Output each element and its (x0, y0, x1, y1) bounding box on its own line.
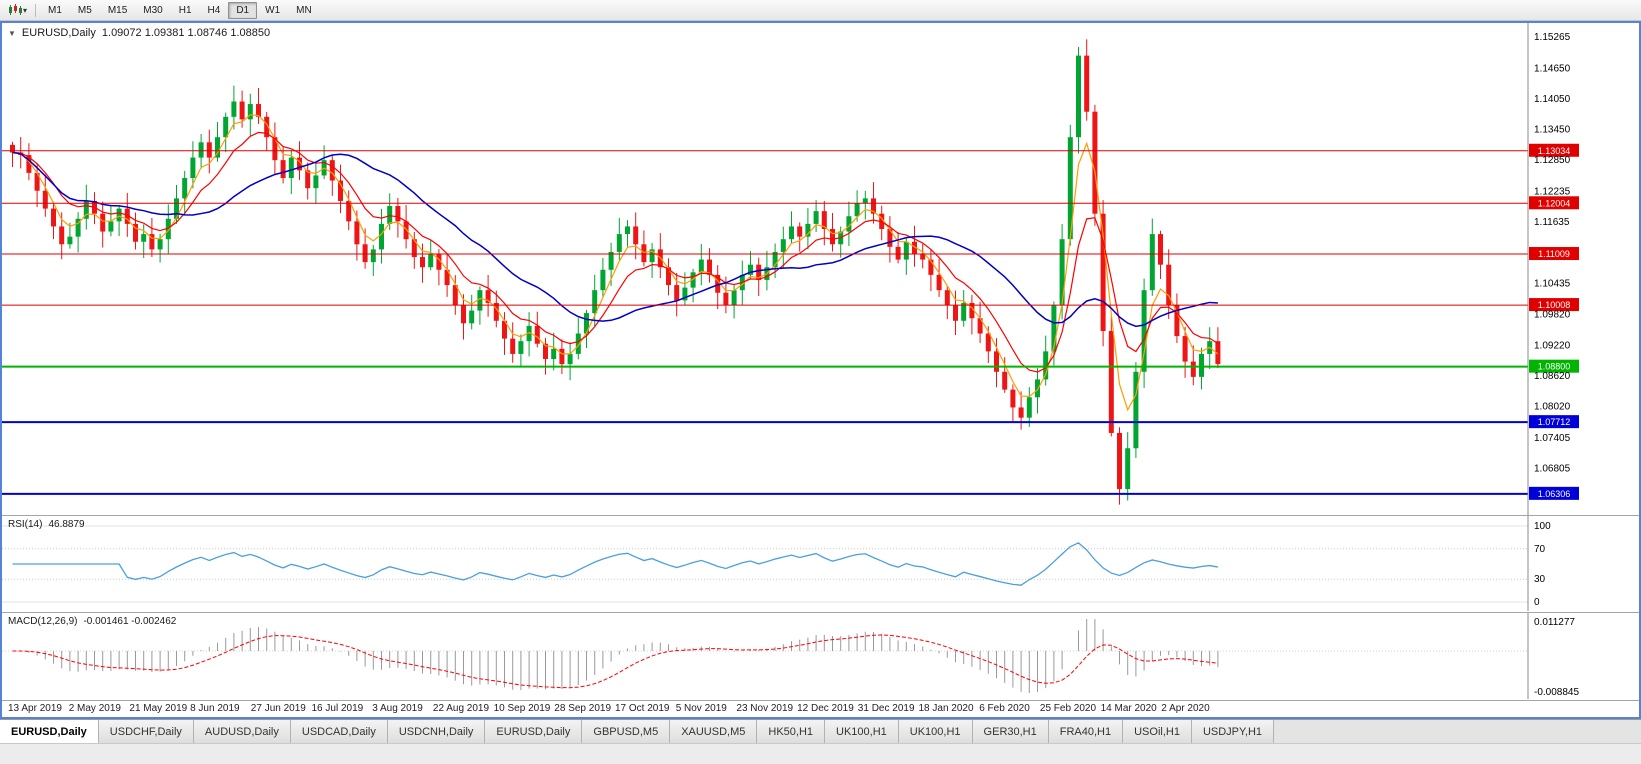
date-label: 13 Apr 2019 (8, 703, 62, 714)
status-bar (0, 743, 1641, 764)
svg-text:1.09220: 1.09220 (1534, 340, 1571, 351)
date-label: 16 Jul 2019 (311, 703, 364, 714)
chart-tab-13[interactable]: USOil,H1 (1123, 720, 1192, 743)
svg-text:1.12235: 1.12235 (1534, 187, 1571, 198)
date-label: 31 Dec 2019 (857, 703, 915, 714)
chart-tab-7[interactable]: XAUUSD,M5 (670, 720, 758, 743)
svg-text:0.011277: 0.011277 (1534, 617, 1575, 628)
rsi-indicator-panel[interactable]: RSI(14) 46.8879 100 70 30 0 (2, 516, 1639, 613)
macd-values: -0.001461 -0.002462 (83, 616, 177, 627)
chart-tabbar: EURUSD,Daily USDCHF,Daily AUDUSD,Daily USDC… (0, 719, 1641, 743)
svg-text:1.14050: 1.14050 (1534, 94, 1571, 105)
svg-text:1.06805: 1.06805 (1534, 463, 1571, 474)
chart-tab-8[interactable]: HK50,H1 (757, 720, 826, 743)
tf-button-m1[interactable]: M1 (48, 4, 62, 16)
tf-button-m15[interactable]: M15 (107, 4, 128, 16)
date-label: 3 Aug 2019 (372, 703, 423, 714)
rsi-value: 46.8879 (48, 519, 85, 530)
chart-tab-0[interactable]: EURUSD,Daily (0, 720, 99, 743)
svg-text:1.13450: 1.13450 (1534, 125, 1571, 136)
timeframe-toolbar: ▾ M1 M5 M15 M30 H1 H4 D1 W1 MN (0, 0, 1641, 21)
svg-text:1.07712: 1.07712 (1538, 417, 1571, 427)
tf-button-m5[interactable]: M5 (77, 4, 92, 16)
svg-text:1.12850: 1.12850 (1534, 155, 1571, 166)
svg-text:1.08620: 1.08620 (1534, 371, 1571, 382)
date-label: 18 Jan 2020 (918, 703, 974, 714)
svg-text:100: 100 (1534, 521, 1551, 532)
macd-name: MACD(12,26,9) (8, 616, 78, 627)
svg-text:1.13034: 1.13034 (1538, 146, 1571, 156)
svg-text:1.08800: 1.08800 (1538, 362, 1571, 372)
date-label: 5 Nov 2019 (675, 703, 727, 714)
chart-tab-2[interactable]: AUDUSD,Daily (193, 720, 291, 743)
svg-text:1.10008: 1.10008 (1538, 300, 1571, 310)
chart-tab-12[interactable]: FRA40,H1 (1048, 720, 1124, 743)
svg-text:0: 0 (1534, 597, 1540, 608)
rsi-chart[interactable]: 100 70 30 0 (2, 516, 1639, 611)
timeframe-buttons: M1 M5 M15 M30 H1 H4 D1 W1 MN (40, 1, 320, 19)
date-label: 8 Jun 2019 (190, 703, 240, 714)
date-label: 2 Apr 2020 (1161, 703, 1210, 714)
date-label: 23 Nov 2019 (736, 703, 794, 714)
date-label: 6 Feb 2020 (979, 703, 1030, 714)
date-label: 14 Mar 2020 (1100, 703, 1157, 714)
price-chart-panel[interactable]: ▼ EURUSD,Daily 1.09072 1.09381 1.08746 1… (2, 23, 1639, 516)
chart-title: ▼ EURUSD,Daily 1.09072 1.09381 1.08746 1… (8, 27, 270, 39)
chart-tab-6[interactable]: GBPUSD,M5 (582, 720, 671, 743)
tf-button-w1[interactable]: W1 (265, 4, 281, 16)
date-label: 2 May 2019 (68, 703, 121, 714)
tf-button-h1[interactable]: H1 (178, 4, 192, 16)
tf-button-h4[interactable]: H4 (207, 4, 221, 16)
svg-text:1.15265: 1.15265 (1534, 32, 1571, 43)
chart-tab-10[interactable]: UK100,H1 (898, 720, 973, 743)
chart-tab-3[interactable]: USDCAD,Daily (290, 720, 388, 743)
date-label: 10 Sep 2019 (493, 703, 551, 714)
svg-text:1.08020: 1.08020 (1534, 401, 1571, 412)
date-label: 17 Oct 2019 (615, 703, 670, 714)
rsi-name: RSI(14) (8, 519, 43, 530)
candlestick-chart[interactable]: 1.13034 1.12004 1.11009 1.10008 1.08800 1.077… (2, 23, 1639, 515)
svg-text:1.11635: 1.11635 (1534, 217, 1570, 228)
svg-text:1.07405: 1.07405 (1534, 433, 1571, 444)
chart-tab-14[interactable]: USDJPY,H1 (1191, 720, 1275, 743)
date-label: 25 Feb 2020 (1039, 703, 1097, 714)
date-label: 12 Dec 2019 (797, 703, 854, 714)
chart-tab-9[interactable]: UK100,H1 (825, 720, 899, 743)
svg-text:1.06306: 1.06306 (1538, 489, 1571, 499)
chart-type-selector[interactable]: ▾ (4, 3, 31, 17)
macd-label: MACD(12,26,9) -0.001461 -0.002462 (8, 616, 176, 627)
svg-text:1.09820: 1.09820 (1534, 310, 1571, 321)
chevron-down-icon: ▾ (23, 5, 28, 15)
candlestick-chart-icon (9, 4, 22, 15)
chart-ohlc-values: 1.09072 1.09381 1.08746 1.08850 (101, 27, 271, 39)
tabbar-filler (1274, 720, 1641, 743)
tf-button-mn[interactable]: MN (296, 4, 312, 16)
svg-text:1.11009: 1.11009 (1538, 249, 1570, 259)
chart-tab-4[interactable]: USDCNH,Daily (387, 720, 486, 743)
tf-button-m30[interactable]: M30 (143, 4, 163, 16)
chart-tab-11[interactable]: GER30,H1 (972, 720, 1049, 743)
svg-text:30: 30 (1534, 574, 1546, 585)
macd-chart[interactable]: 0.011277 -0.008845 (2, 613, 1639, 699)
tf-button-d1[interactable]: D1 (228, 1, 258, 19)
svg-text:1.12004: 1.12004 (1538, 198, 1571, 208)
date-axis: 13 Apr 2019 2 May 2019 21 May 2019 8 Jun 20… (2, 701, 1639, 717)
chart-symbol-period: EURUSD,Daily (21, 27, 96, 39)
collapse-icon[interactable]: ▼ (8, 28, 16, 38)
date-label: 27 Jun 2019 (250, 703, 306, 714)
svg-text:70: 70 (1534, 544, 1546, 555)
rsi-label: RSI(14) 46.8879 (8, 519, 85, 530)
date-label: 22 Aug 2019 (432, 703, 490, 714)
svg-text:-0.008845: -0.008845 (1534, 687, 1579, 698)
macd-indicator-panel[interactable]: MACD(12,26,9) -0.001461 -0.002462 0.0112… (2, 613, 1639, 701)
date-label: 28 Sep 2019 (554, 703, 612, 714)
chart-tab-5[interactable]: EURUSD,Daily (485, 720, 583, 743)
toolbar-divider (35, 3, 37, 17)
chart-tab-1[interactable]: USDCHF,Daily (98, 720, 194, 743)
chart-window: ▼ EURUSD,Daily 1.09072 1.09381 1.08746 1… (0, 21, 1641, 719)
svg-text:1.14650: 1.14650 (1534, 63, 1571, 74)
date-label: 21 May 2019 (129, 703, 188, 714)
svg-text:1.10435: 1.10435 (1534, 278, 1571, 289)
